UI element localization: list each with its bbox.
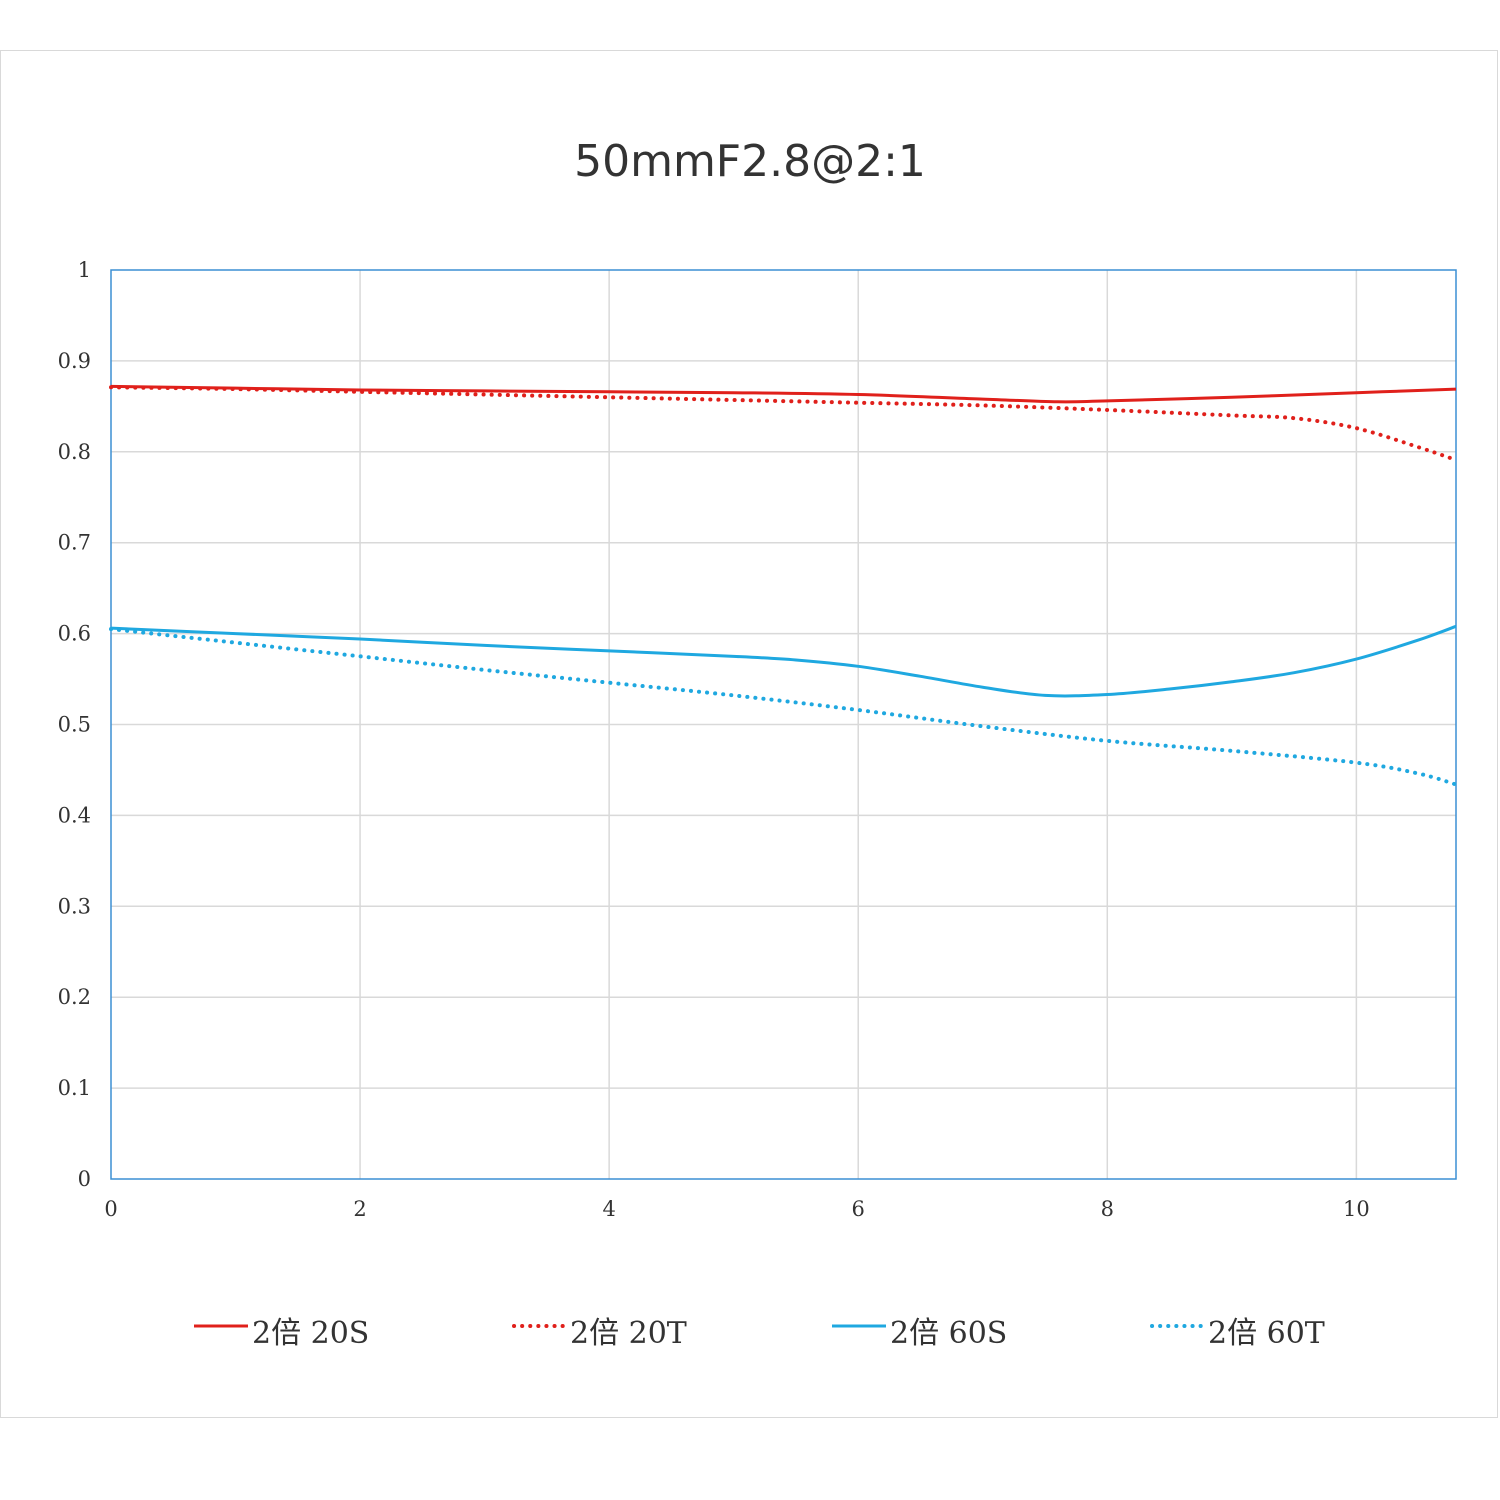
series-line-2倍-60T [109, 627, 1458, 787]
y-tick-label: 0 [78, 1167, 91, 1191]
y-tick-label: 0.8 [58, 440, 91, 464]
y-tick-label: 0.6 [58, 622, 91, 646]
legend-label: 2倍 60S [890, 1316, 1008, 1351]
series-line-2倍-20T [109, 385, 1458, 462]
y-tick-label: 1 [78, 258, 91, 282]
series-lines [109, 384, 1458, 787]
chart-title: 50mmF2.8@2:1 [574, 136, 926, 187]
x-tick-label: 8 [1101, 1197, 1114, 1221]
y-tick-label: 0.3 [58, 894, 91, 918]
y-axis-ticks: 0 0.1 0.2 0.3 0.4 0.5 0.6 0.7 0.8 0.9 1 [58, 258, 91, 1191]
legend-swatch [1150, 1324, 1206, 1328]
grid-lines [111, 270, 1456, 1179]
x-tick-label: 0 [104, 1197, 117, 1221]
legend-swatch [832, 1324, 886, 1328]
x-tick-label: 2 [353, 1197, 366, 1221]
chart-frame [0, 50, 1498, 1418]
x-axis-ticks: 0 2 4 6 8 10 [104, 1197, 1369, 1221]
y-tick-label: 0.2 [58, 985, 91, 1009]
legend-label: 2倍 60T [1208, 1316, 1325, 1351]
y-tick-label: 0.5 [58, 713, 91, 737]
x-tick-label: 6 [852, 1197, 865, 1221]
y-tick-label: 0.9 [58, 349, 91, 373]
plot-border [110, 269, 1457, 1180]
legend-label: 2倍 20S [252, 1316, 370, 1351]
legend: 2倍 20S 2倍 20T 2倍 60S 2倍 60T [0, 1300, 1500, 1360]
y-tick-label: 0.7 [58, 531, 91, 555]
y-tick-label: 0.1 [58, 1076, 91, 1100]
legend-swatch [512, 1324, 568, 1328]
legend-label: 2倍 20T [570, 1316, 687, 1351]
y-tick-label: 0.4 [58, 803, 91, 827]
series-line-2倍-60S [110, 624, 1457, 698]
legend-swatch [194, 1324, 248, 1328]
x-tick-label: 10 [1343, 1197, 1370, 1221]
x-tick-label: 4 [602, 1197, 615, 1221]
